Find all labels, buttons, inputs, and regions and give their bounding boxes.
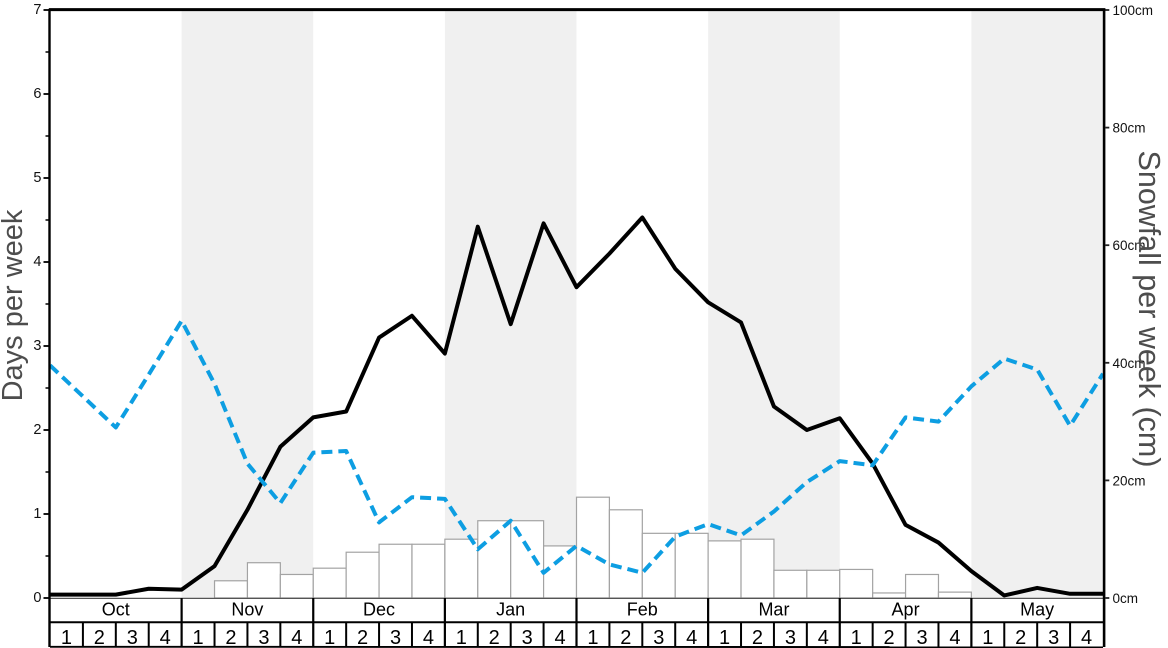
svg-text:2: 2 bbox=[225, 627, 236, 648]
svg-text:40cm: 40cm bbox=[1113, 356, 1146, 371]
svg-text:100cm: 100cm bbox=[1113, 3, 1154, 18]
svg-text:7: 7 bbox=[33, 2, 41, 18]
svg-text:1: 1 bbox=[324, 627, 335, 648]
svg-text:Feb: Feb bbox=[627, 600, 658, 620]
svg-text:2: 2 bbox=[620, 627, 631, 648]
svg-text:2: 2 bbox=[1015, 627, 1026, 648]
svg-text:4: 4 bbox=[818, 627, 829, 648]
svg-text:2: 2 bbox=[884, 627, 895, 648]
svg-text:80cm: 80cm bbox=[1113, 121, 1146, 136]
svg-text:4: 4 bbox=[686, 627, 697, 648]
svg-text:3: 3 bbox=[785, 627, 796, 648]
svg-text:Mar: Mar bbox=[758, 600, 789, 620]
svg-text:1: 1 bbox=[61, 627, 72, 648]
svg-text:1: 1 bbox=[719, 627, 730, 648]
svg-text:Dec: Dec bbox=[363, 600, 395, 620]
svg-text:Days per week: Days per week bbox=[0, 209, 29, 401]
svg-text:Apr: Apr bbox=[892, 600, 920, 620]
svg-text:4: 4 bbox=[1081, 627, 1092, 648]
svg-text:3: 3 bbox=[127, 627, 138, 648]
svg-text:1: 1 bbox=[851, 627, 862, 648]
svg-text:1: 1 bbox=[33, 506, 41, 522]
svg-text:3: 3 bbox=[33, 338, 41, 354]
svg-text:3: 3 bbox=[916, 627, 927, 648]
svg-text:May: May bbox=[1020, 600, 1054, 620]
svg-text:3: 3 bbox=[258, 627, 269, 648]
svg-text:1: 1 bbox=[456, 627, 467, 648]
svg-text:4: 4 bbox=[423, 627, 434, 648]
svg-text:20cm: 20cm bbox=[1113, 473, 1146, 488]
svg-text:0cm: 0cm bbox=[1113, 591, 1139, 606]
svg-text:4: 4 bbox=[949, 627, 960, 648]
svg-text:1: 1 bbox=[193, 627, 204, 648]
svg-text:5: 5 bbox=[33, 170, 41, 186]
svg-text:0: 0 bbox=[33, 590, 41, 606]
svg-text:4: 4 bbox=[160, 627, 171, 648]
svg-text:1: 1 bbox=[587, 627, 598, 648]
svg-text:Jan: Jan bbox=[496, 600, 525, 620]
svg-text:1: 1 bbox=[982, 627, 993, 648]
svg-text:2: 2 bbox=[489, 627, 500, 648]
svg-text:3: 3 bbox=[653, 627, 664, 648]
svg-text:2: 2 bbox=[752, 627, 763, 648]
svg-text:6: 6 bbox=[33, 86, 41, 102]
svg-text:4: 4 bbox=[33, 254, 41, 270]
svg-text:3: 3 bbox=[522, 627, 533, 648]
svg-text:2: 2 bbox=[33, 422, 41, 438]
svg-text:3: 3 bbox=[1048, 627, 1059, 648]
svg-text:2: 2 bbox=[357, 627, 368, 648]
svg-text:60cm: 60cm bbox=[1113, 238, 1146, 253]
svg-text:2: 2 bbox=[94, 627, 105, 648]
svg-text:Nov: Nov bbox=[231, 600, 263, 620]
svg-text:Snowfall per week (cm): Snowfall per week (cm) bbox=[1132, 151, 1166, 468]
svg-text:4: 4 bbox=[291, 627, 302, 648]
svg-text:4: 4 bbox=[554, 627, 565, 648]
svg-text:3: 3 bbox=[390, 627, 401, 648]
svg-text:Oct: Oct bbox=[102, 600, 130, 620]
